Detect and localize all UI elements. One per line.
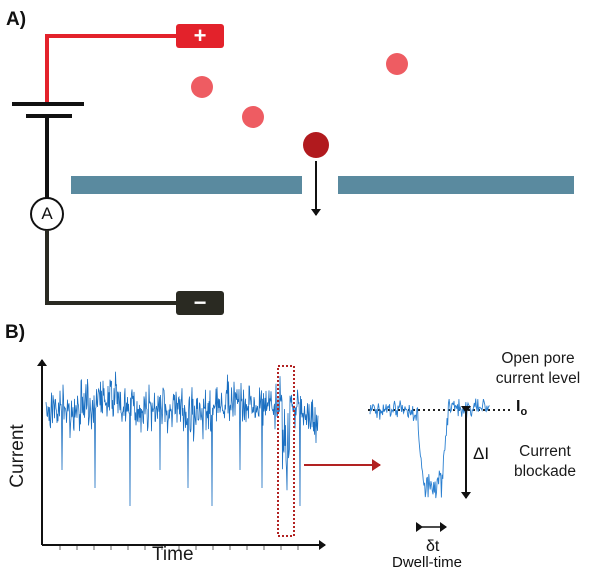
membrane-left: [71, 176, 302, 194]
open-pore-label-line1: Open pore: [501, 350, 575, 367]
particle: [191, 76, 213, 98]
open-pore-label-line2: current level: [495, 370, 581, 387]
trace-axes: [37, 359, 326, 550]
blockade-label-line2: blockade: [513, 463, 577, 480]
selected-event-box: [277, 365, 295, 537]
negative-wire: [45, 230, 178, 305]
panel-b-label: B): [5, 322, 26, 343]
current-trace: [45, 371, 319, 507]
open-level-symbol: Io: [516, 398, 528, 419]
blockade-label-line1: Current: [519, 443, 571, 460]
particle-translocating: [303, 132, 329, 158]
blockade-label: Current blockade: [508, 442, 582, 482]
negative-terminal: [176, 291, 224, 315]
open-pore-label: Open pore current level: [484, 349, 592, 389]
delta-i-label: ΔI: [473, 444, 490, 463]
positive-wire: [45, 34, 178, 104]
particle: [242, 106, 264, 128]
ammeter-label: A: [41, 204, 53, 223]
positive-sign: +: [193, 23, 207, 48]
circuit: [12, 24, 224, 315]
particle: [386, 53, 408, 75]
positive-terminal: [176, 24, 224, 48]
y-axis-title: Current: [7, 424, 28, 488]
negative-sign: −: [193, 290, 207, 315]
event-trace: [369, 398, 490, 499]
membrane-right: [338, 176, 574, 194]
x-axis-title: Time: [152, 544, 194, 565]
panel-a-label: A): [6, 9, 27, 30]
x-axis-ticks: [59, 546, 299, 550]
delta-t-label: δt: [426, 538, 440, 555]
dwell-time-label: Dwell-time: [392, 554, 463, 571]
